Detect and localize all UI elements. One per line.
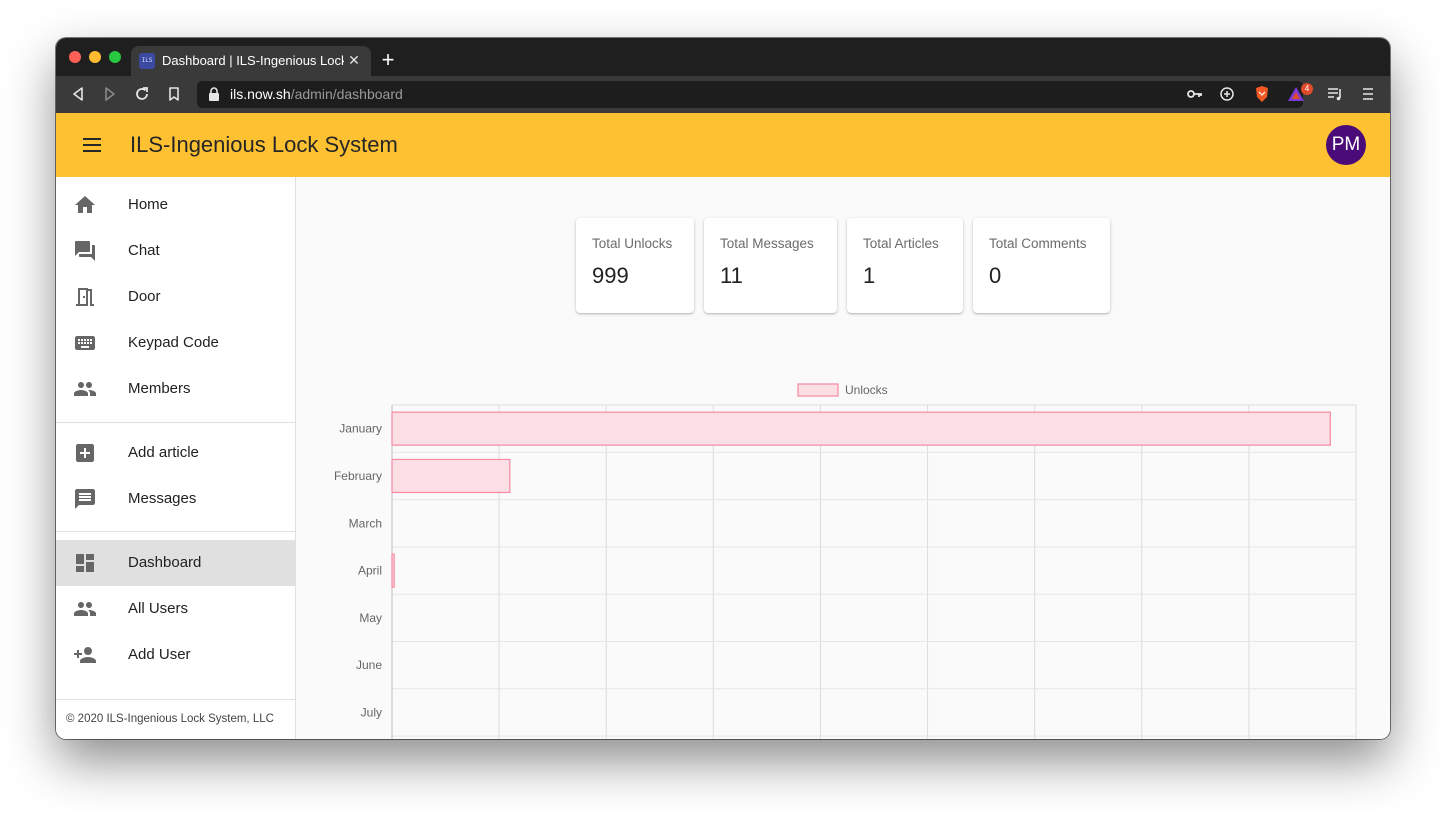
sidebar-item-label: Add User xyxy=(128,646,191,663)
stat-card-comments: Total Comments 0 xyxy=(973,218,1110,313)
sidebar-item-label: Chat xyxy=(128,242,160,259)
stat-card-unlocks: Total Unlocks 999 xyxy=(576,218,694,313)
new-tab-icon[interactable]: + xyxy=(381,47,395,72)
person-add-icon xyxy=(74,647,96,663)
people-icon xyxy=(74,602,96,616)
sidebar-item-door[interactable]: Door xyxy=(56,274,295,320)
app-header: ILS-Ingenious Lock System PM xyxy=(56,113,1390,177)
browser-window: ILS Dashboard | ILS-Ingenious Lock Syste… xyxy=(56,38,1390,739)
notification-badge: 4 xyxy=(1301,83,1313,95)
add-box-icon xyxy=(76,444,94,462)
sidebar-item-label: Home xyxy=(128,196,169,213)
stat-value: 0 xyxy=(989,263,1002,288)
sidebar-item-keypad-code[interactable]: Keypad Code xyxy=(56,320,295,366)
stat-value: 999 xyxy=(592,263,629,288)
sidebar-item-label: All Users xyxy=(128,600,189,617)
stat-card-messages: Total Messages 11 xyxy=(704,218,837,313)
brave-shield-icon[interactable] xyxy=(1251,83,1273,105)
sidebar-item-label: Door xyxy=(128,288,161,305)
sidebar-item-label: Messages xyxy=(128,490,197,507)
sidebar-divider xyxy=(56,699,295,700)
sidebar-item-members[interactable]: Members xyxy=(56,366,295,412)
app-title: ILS-Ingenious Lock System xyxy=(130,132,398,157)
stat-label: Total Unlocks xyxy=(592,236,673,251)
hamburger-menu-icon[interactable] xyxy=(80,133,104,157)
chart-legend-swatch xyxy=(797,383,839,397)
nav-group-content: Add article Messages xyxy=(56,430,295,522)
chart-category-label: February xyxy=(334,469,382,483)
sidebar-footer: © 2020 ILS-Ingenious Lock System, LLC xyxy=(66,713,274,725)
sidebar-item-chat[interactable]: Chat xyxy=(56,228,295,274)
bookmark-icon[interactable] xyxy=(163,83,185,105)
sidebar-item-dashboard[interactable]: Dashboard xyxy=(56,540,295,586)
chart-legend-label: Unlocks xyxy=(845,383,888,397)
lock-icon xyxy=(209,87,219,101)
unlocks-bar-chart: JanuaryFebruaryMarchAprilMayJuneJulyAugu… xyxy=(334,383,1357,739)
browser-toolbar: ils.now.sh/admin/dashboard 4 xyxy=(56,76,1390,113)
back-icon[interactable] xyxy=(67,83,89,105)
tab-close-icon[interactable]: ✕ xyxy=(348,52,360,68)
user-avatar[interactable]: PM xyxy=(1326,125,1366,165)
people-icon xyxy=(74,382,96,396)
chart-bar xyxy=(391,553,395,588)
chart-category-label: April xyxy=(358,564,382,578)
sidebar-item-all-users[interactable]: All Users xyxy=(56,586,295,632)
home-icon xyxy=(75,196,95,213)
dashboard-icon xyxy=(76,554,94,572)
favicon-icon: ILS xyxy=(139,53,155,69)
close-window-button[interactable] xyxy=(69,51,81,63)
chart-bar xyxy=(391,411,1331,446)
url-host: ils.now.sh xyxy=(230,86,291,102)
sidebar-nav: Home Chat Door Keypad Code Members xyxy=(56,177,296,739)
message-icon xyxy=(75,489,95,509)
reload-icon[interactable] xyxy=(131,83,153,105)
sidebar-divider xyxy=(56,422,295,423)
stat-label: Total Messages xyxy=(720,236,814,251)
keyboard-icon xyxy=(75,336,95,350)
sidebar-item-label: Members xyxy=(128,380,191,397)
tab-title: Dashboard | ILS-Ingenious Lock System xyxy=(162,53,344,68)
nav-group-admin: Dashboard All Users Add User xyxy=(56,540,295,678)
chart-category-label: July xyxy=(361,705,382,719)
sidebar-item-messages[interactable]: Messages xyxy=(56,476,295,522)
chart-category-label: May xyxy=(359,611,382,625)
browser-menu-icon[interactable] xyxy=(1357,83,1379,105)
sidebar-item-home[interactable]: Home xyxy=(56,182,295,228)
address-bar[interactable]: ils.now.sh/admin/dashboard xyxy=(197,81,1303,108)
forward-icon[interactable] xyxy=(99,83,121,105)
url-path: /admin/dashboard xyxy=(290,86,403,102)
playlist-icon[interactable] xyxy=(1324,83,1346,105)
url-text: ils.now.sh/admin/dashboard xyxy=(230,86,403,103)
sidebar-item-label: Add article xyxy=(128,444,199,461)
stat-value: 11 xyxy=(720,263,743,288)
chart-category-label: March xyxy=(349,516,382,530)
dashboard-main: Total Unlocks 999 Total Messages 11 Tota… xyxy=(296,177,1390,739)
stat-label: Total Articles xyxy=(863,236,939,251)
stat-card-articles: Total Articles 1 xyxy=(847,218,963,313)
chart-category-label: January xyxy=(339,422,382,436)
stat-value: 1 xyxy=(863,263,876,288)
key-icon[interactable] xyxy=(1184,83,1206,105)
forum-icon xyxy=(75,241,95,261)
sidebar-item-label: Dashboard xyxy=(128,554,202,571)
minimize-window-button[interactable] xyxy=(89,51,101,63)
sidebar-item-add-user[interactable]: Add User xyxy=(56,632,295,678)
sidebar-item-label: Keypad Code xyxy=(128,334,219,351)
sidebar-item-add-article[interactable]: Add article xyxy=(56,430,295,476)
chart-category-label: June xyxy=(356,658,382,672)
sidebar-divider xyxy=(56,531,295,532)
browser-tab[interactable]: ILS Dashboard | ILS-Ingenious Lock Syste… xyxy=(131,46,371,76)
brave-rewards-icon[interactable] xyxy=(1285,83,1307,105)
door-icon xyxy=(76,288,94,306)
browser-titlebar: ILS Dashboard | ILS-Ingenious Lock Syste… xyxy=(56,38,1390,76)
add-circle-icon[interactable] xyxy=(1216,83,1238,105)
chart-bar xyxy=(391,458,511,494)
stat-label: Total Comments xyxy=(989,236,1087,251)
maximize-window-button[interactable] xyxy=(109,51,121,63)
nav-group-main: Home Chat Door Keypad Code Members xyxy=(56,182,295,412)
